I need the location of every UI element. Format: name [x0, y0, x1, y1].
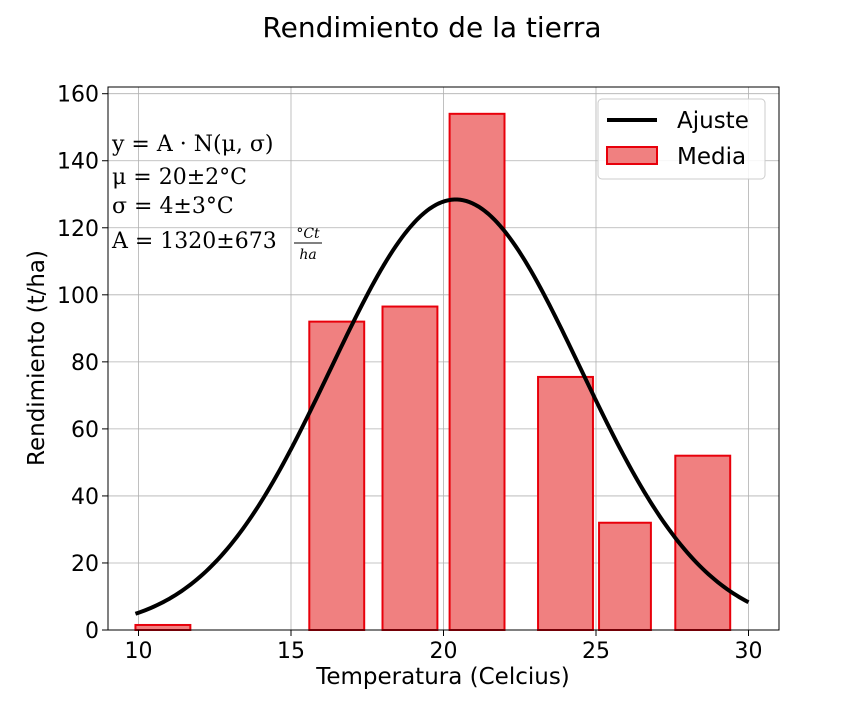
- annotation-line-2: μ = 20±2°C: [112, 165, 247, 190]
- y-tick-label: 40: [71, 485, 99, 510]
- y-tick-label: 80: [71, 351, 99, 376]
- legend-label-ajuste: Ajuste: [677, 108, 749, 134]
- annotation-fraction-denominator: ha: [299, 247, 316, 263]
- x-tick-label: 15: [277, 639, 305, 664]
- annotation-line-4: A = 1320±673: [111, 229, 277, 254]
- ticks: 10 15 20 25 30 0 20 40 60 80 100 120 140 160: [57, 83, 763, 664]
- fit-curve: [134, 197, 750, 616]
- bar: [308, 320, 366, 631]
- x-tick-label: 30: [735, 639, 763, 664]
- legend-label-media: Media: [677, 144, 746, 170]
- legend: Ajuste Media: [597, 98, 766, 180]
- y-tick-label: 60: [71, 418, 99, 443]
- bar: [381, 305, 439, 631]
- y-tick-label: 100: [57, 284, 99, 309]
- bar: [448, 112, 506, 631]
- bar: [134, 623, 192, 632]
- x-axis-label: Temperatura (Celcius): [315, 664, 570, 690]
- annotation-fraction-numerator: °Ct: [296, 226, 320, 242]
- x-tick-label: 20: [430, 639, 458, 664]
- y-tick-label: 0: [85, 619, 99, 644]
- fit-curve-group: [134, 197, 750, 616]
- annotation-line-3: σ = 4±3°C: [112, 194, 234, 219]
- y-tick-label: 140: [57, 150, 99, 175]
- y-tick-label: 120: [57, 217, 99, 242]
- fit-annotation: y = A · N(μ, σ) μ = 20±2°C σ = 4±3°C A =…: [111, 132, 322, 263]
- bar: [674, 454, 732, 631]
- bar: [537, 375, 594, 631]
- annotation-line-1: y = A · N(μ, σ): [111, 132, 273, 157]
- bar: [598, 521, 652, 631]
- x-tick-label: 10: [125, 639, 153, 664]
- y-axis-label: Rendimiento (t/ha): [24, 250, 50, 466]
- y-tick-label: 160: [57, 83, 99, 108]
- chart-title: Rendimiento de la tierra: [262, 11, 601, 44]
- legend-bar-swatch: [606, 146, 658, 165]
- x-tick-label: 25: [582, 639, 610, 664]
- y-tick-label: 20: [71, 552, 99, 577]
